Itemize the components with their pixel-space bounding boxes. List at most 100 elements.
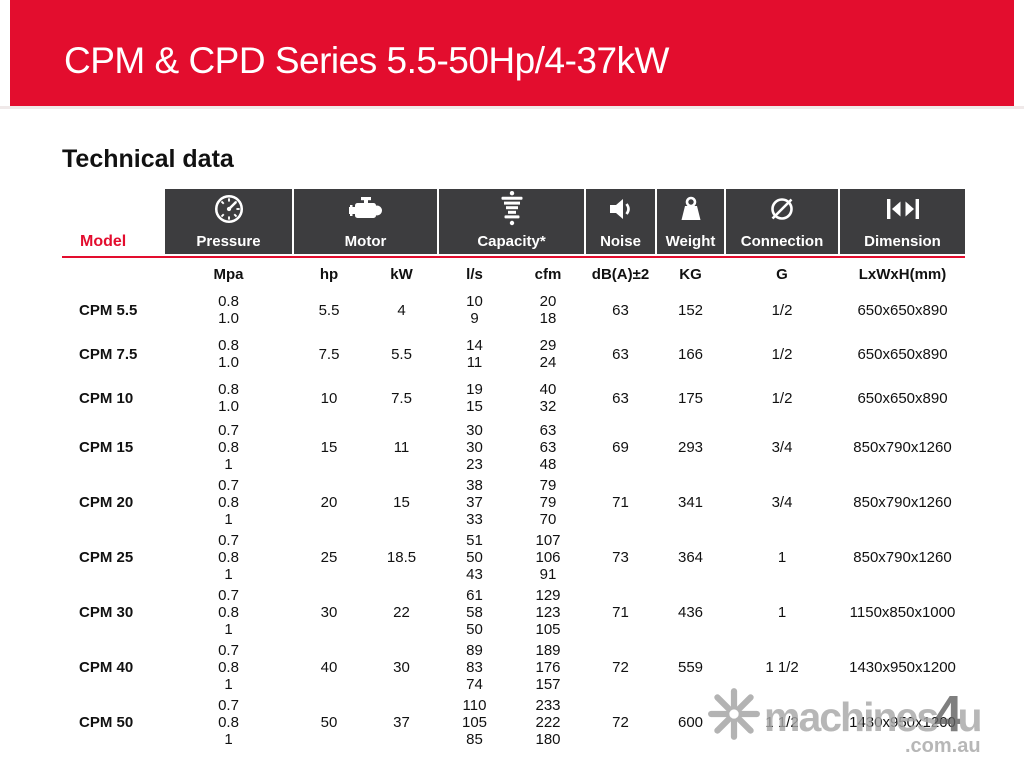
cell-model: CPM 40 bbox=[79, 659, 134, 676]
cell-pressure: 0.7 0.8 1 bbox=[218, 532, 239, 583]
cell-dimension: 1150x850x1000 bbox=[849, 604, 956, 621]
cell-noise: 72 bbox=[612, 659, 629, 676]
cell-cfm: 40 32 bbox=[539, 381, 557, 415]
cell-weight: 600 bbox=[677, 714, 704, 731]
cell-model: CPM 7.5 bbox=[79, 345, 138, 363]
cell-pressure: 0.7 0.8 1 bbox=[218, 642, 239, 693]
cell-cfm: 107 106 91 bbox=[535, 532, 561, 583]
cell-ls: 110 105 85 bbox=[461, 697, 488, 748]
connection-header-cell bbox=[726, 189, 838, 229]
dimension-header-cell bbox=[840, 189, 965, 229]
page-title: CPM & CPD Series 5.5-50Hp/4-37kW bbox=[64, 40, 669, 81]
cell-noise: 72 bbox=[612, 714, 629, 731]
cell-connection: 1 1/2 bbox=[765, 714, 799, 731]
cell-weight: 152 bbox=[677, 301, 704, 319]
engine-icon bbox=[348, 197, 382, 218]
cell-kw: 37 bbox=[393, 714, 410, 731]
cell-model: CPM 10 bbox=[79, 389, 134, 407]
cell-hp: 5.5 bbox=[318, 301, 340, 319]
cell-pressure: 0.8 1.0 bbox=[218, 337, 239, 371]
cell-cfm: 20 18 bbox=[539, 293, 557, 327]
cell-cfm: 63 63 48 bbox=[539, 422, 557, 473]
icon-row-spacer bbox=[62, 189, 163, 229]
cell-cfm: 189 176 157 bbox=[535, 642, 561, 693]
cell-hp: 7.5 bbox=[318, 345, 340, 363]
pressure-header-cell bbox=[165, 189, 292, 229]
unit-weight: KG bbox=[679, 265, 702, 283]
capacity-header-cell bbox=[439, 189, 584, 229]
unit-ls: l/s bbox=[466, 265, 483, 283]
unit-connection: G bbox=[776, 265, 788, 283]
technical-data-table: Model Pressure Motor Capacity* Noise Wei… bbox=[62, 189, 967, 750]
model-column-header: Model bbox=[80, 232, 127, 250]
cell-noise: 63 bbox=[612, 389, 629, 407]
section-title: Technical data bbox=[62, 145, 234, 173]
cell-noise: 69 bbox=[612, 439, 629, 456]
gauge-icon bbox=[214, 194, 243, 224]
cell-dimension: 850x790x1260 bbox=[853, 494, 952, 511]
cell-kw: 7.5 bbox=[391, 389, 412, 407]
unit-dimension: LxWxH(mm) bbox=[858, 265, 947, 283]
cell-pressure: 0.7 0.8 1 bbox=[218, 587, 239, 638]
airflow-icon bbox=[501, 191, 522, 226]
cell-model: CPM 20 bbox=[79, 494, 134, 511]
cell-kw: 11 bbox=[393, 439, 410, 456]
cell-dimension: 1430x950x1200 bbox=[849, 659, 956, 676]
cell-ls: 38 37 33 bbox=[466, 477, 483, 528]
header-red-rule bbox=[62, 256, 965, 258]
cell-hp: 25 bbox=[320, 549, 338, 566]
cell-hp: 40 bbox=[320, 659, 338, 676]
cell-pressure: 0.7 0.8 1 bbox=[218, 477, 239, 528]
unit-hp: hp bbox=[319, 265, 339, 283]
cell-ls: 89 83 74 bbox=[466, 642, 483, 693]
cell-ls: 14 11 bbox=[466, 337, 483, 371]
cell-dimension: 650x650x890 bbox=[857, 301, 948, 319]
cell-pressure: 0.7 0.8 1 bbox=[218, 697, 239, 748]
cell-pressure: 0.8 1.0 bbox=[218, 293, 239, 327]
noise-header-cell bbox=[586, 189, 655, 229]
cell-model: CPM 50 bbox=[79, 714, 134, 731]
unit-pressure: Mpa bbox=[213, 265, 244, 283]
cell-weight: 559 bbox=[677, 659, 704, 676]
cell-hp: 20 bbox=[320, 494, 338, 511]
banner-divider bbox=[0, 106, 1024, 109]
cell-weight: 436 bbox=[677, 604, 704, 621]
cell-ls: 19 15 bbox=[466, 381, 483, 415]
cell-weight: 175 bbox=[677, 389, 704, 407]
cell-connection: 1/2 bbox=[771, 389, 793, 407]
motor-header-cell bbox=[294, 189, 437, 229]
cell-cfm: 79 79 70 bbox=[539, 477, 557, 528]
cell-hp: 15 bbox=[320, 439, 338, 456]
cell-connection: 3/4 bbox=[771, 439, 793, 456]
cell-model: CPM 25 bbox=[79, 549, 134, 566]
dimension-label: Dimension bbox=[840, 229, 965, 254]
noise-label: Noise bbox=[586, 229, 655, 254]
cell-cfm: 233 222 180 bbox=[535, 697, 561, 748]
cell-hp: 30 bbox=[320, 604, 338, 621]
cell-weight: 166 bbox=[677, 345, 704, 363]
cell-hp: 10 bbox=[320, 389, 338, 407]
cell-kw: 30 bbox=[393, 659, 410, 676]
cell-dimension: 850x790x1260 bbox=[853, 549, 952, 566]
cell-pressure: 0.8 1.0 bbox=[218, 381, 239, 415]
cell-ls: 61 58 50 bbox=[466, 587, 483, 638]
unit-kw: kW bbox=[390, 265, 413, 283]
cell-model: CPM 5.5 bbox=[79, 301, 138, 319]
cell-kw: 4 bbox=[397, 301, 406, 319]
pressure-label: Pressure bbox=[165, 229, 292, 254]
cell-weight: 293 bbox=[677, 439, 704, 456]
cell-connection: 1 bbox=[777, 549, 787, 566]
unit-cfm: cfm bbox=[534, 265, 562, 283]
cell-noise: 63 bbox=[612, 345, 629, 363]
weight-icon bbox=[681, 196, 700, 220]
cell-ls: 10 9 bbox=[466, 293, 483, 327]
cell-ls: 30 30 23 bbox=[466, 422, 483, 473]
cell-noise: 71 bbox=[612, 604, 629, 621]
cell-cfm: 29 24 bbox=[539, 337, 557, 371]
cell-connection: 1 bbox=[777, 604, 787, 621]
cell-noise: 73 bbox=[612, 549, 629, 566]
units-row-spacer bbox=[62, 260, 163, 288]
motor-label: Motor bbox=[294, 229, 437, 254]
cell-cfm: 129 123 105 bbox=[535, 587, 561, 638]
cell-pressure: 0.7 0.8 1 bbox=[218, 422, 239, 473]
